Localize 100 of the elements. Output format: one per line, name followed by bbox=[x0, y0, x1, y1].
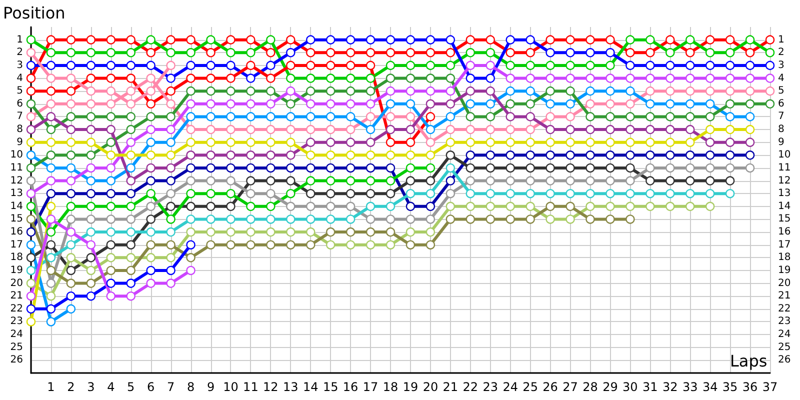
point bbox=[266, 214, 276, 224]
point bbox=[606, 74, 615, 83]
y2-tick-label: 7 bbox=[778, 111, 784, 122]
y2-tick-label: 3 bbox=[778, 60, 784, 71]
point bbox=[725, 86, 735, 96]
point bbox=[686, 163, 695, 173]
x-tick-label: 30 bbox=[622, 380, 638, 394]
point bbox=[266, 48, 276, 58]
point bbox=[66, 266, 76, 276]
point bbox=[705, 60, 715, 70]
point bbox=[406, 227, 416, 237]
point bbox=[66, 240, 76, 250]
point bbox=[506, 202, 515, 212]
point bbox=[26, 74, 36, 83]
point bbox=[46, 99, 56, 108]
point bbox=[46, 86, 56, 96]
point bbox=[106, 86, 116, 96]
point bbox=[366, 86, 376, 96]
point bbox=[306, 112, 316, 122]
point bbox=[146, 253, 156, 262]
point bbox=[166, 214, 176, 224]
point bbox=[186, 150, 196, 160]
point bbox=[266, 124, 276, 134]
point bbox=[106, 214, 116, 224]
x-tick-label: 4 bbox=[107, 380, 115, 394]
point bbox=[246, 240, 256, 250]
point bbox=[66, 35, 76, 44]
point bbox=[486, 99, 495, 108]
point bbox=[705, 99, 715, 108]
point bbox=[206, 86, 216, 96]
point bbox=[626, 74, 635, 83]
point bbox=[586, 124, 595, 134]
point bbox=[506, 99, 515, 108]
point bbox=[446, 74, 456, 83]
point bbox=[486, 214, 495, 224]
point bbox=[526, 150, 535, 160]
point bbox=[725, 74, 735, 83]
point bbox=[546, 138, 555, 147]
point bbox=[186, 253, 196, 262]
y-tick-label: 20 bbox=[10, 278, 23, 289]
point bbox=[326, 124, 336, 134]
point bbox=[626, 202, 635, 212]
point bbox=[386, 86, 396, 96]
point bbox=[106, 60, 116, 70]
point bbox=[406, 163, 416, 173]
point bbox=[546, 99, 555, 108]
point bbox=[286, 99, 296, 108]
y-tick-label: 7 bbox=[16, 111, 23, 122]
point bbox=[686, 35, 695, 44]
point bbox=[646, 202, 655, 212]
point bbox=[366, 112, 376, 122]
point bbox=[725, 150, 735, 160]
point bbox=[146, 214, 156, 224]
x-tick-label: 29 bbox=[602, 380, 618, 394]
point bbox=[745, 35, 755, 44]
point bbox=[46, 35, 56, 44]
point bbox=[86, 176, 96, 186]
point bbox=[466, 60, 476, 70]
point bbox=[666, 99, 675, 108]
point bbox=[646, 163, 655, 173]
point bbox=[526, 60, 535, 70]
point bbox=[386, 35, 396, 44]
point bbox=[266, 227, 276, 237]
point bbox=[206, 124, 216, 134]
x-tick-label: 6 bbox=[147, 380, 155, 394]
point bbox=[186, 35, 196, 44]
point bbox=[626, 48, 635, 58]
x-tick-label: 36 bbox=[742, 380, 758, 394]
point bbox=[286, 240, 296, 250]
point bbox=[745, 86, 755, 96]
point bbox=[546, 176, 555, 186]
point bbox=[745, 112, 755, 122]
point bbox=[266, 60, 276, 70]
point bbox=[246, 214, 256, 224]
point bbox=[666, 86, 675, 96]
point bbox=[26, 35, 36, 44]
point bbox=[46, 304, 56, 314]
point bbox=[266, 112, 276, 122]
point bbox=[506, 74, 515, 83]
point bbox=[346, 240, 356, 250]
point bbox=[226, 74, 236, 83]
x-tick-label: 7 bbox=[166, 380, 175, 394]
point bbox=[26, 176, 36, 186]
x-tick-label: 24 bbox=[502, 380, 518, 394]
point bbox=[526, 74, 535, 83]
point bbox=[406, 188, 416, 198]
point bbox=[486, 74, 495, 83]
point bbox=[466, 86, 476, 96]
x-tick-label: 27 bbox=[562, 380, 578, 394]
point bbox=[666, 112, 675, 122]
point bbox=[426, 150, 436, 160]
point bbox=[166, 253, 176, 262]
point bbox=[286, 138, 296, 147]
point bbox=[326, 227, 336, 237]
point bbox=[226, 48, 236, 58]
point bbox=[26, 240, 36, 250]
point bbox=[206, 176, 216, 186]
point bbox=[366, 35, 376, 44]
point bbox=[346, 60, 356, 70]
point bbox=[126, 240, 136, 250]
